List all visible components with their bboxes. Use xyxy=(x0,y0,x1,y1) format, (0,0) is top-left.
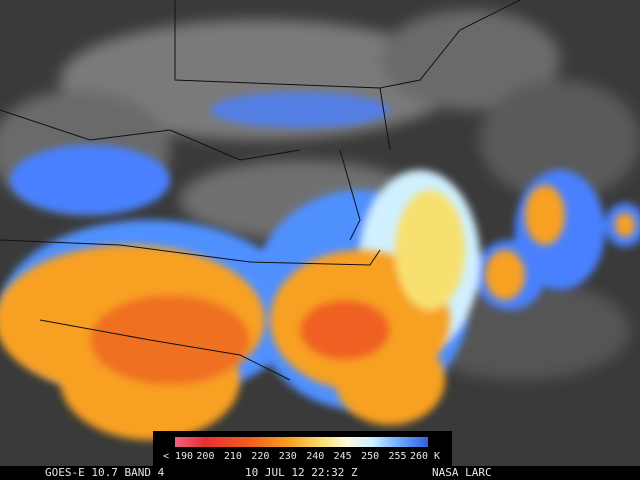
footer-bar xyxy=(0,466,640,480)
colorbar-labels: < 190 200 210 220 230 240 245 250 255 260 K xyxy=(163,451,440,462)
colorbar-label: 200 xyxy=(196,451,214,462)
colorbar-label: 255 xyxy=(389,451,407,462)
satellite-label: GOES-E 10.7 BAND 4 xyxy=(45,466,165,479)
state-borders xyxy=(0,0,521,381)
colorbar-label: 245 xyxy=(334,451,352,462)
colorbar-label: 230 xyxy=(279,451,297,462)
source: NASA LARC xyxy=(432,466,492,479)
colorbar xyxy=(175,437,428,447)
colorbar-label: 220 xyxy=(251,451,269,462)
colorbar-label: 210 xyxy=(224,451,242,462)
timestamp: 10 JUL 12 22:32 Z xyxy=(245,466,358,479)
colorbar-panel xyxy=(153,431,452,466)
colorbar-label: 250 xyxy=(361,451,379,462)
warm-core-clouds xyxy=(0,185,635,440)
colorbar-label: 240 xyxy=(306,451,324,462)
colorbar-label: 260 K xyxy=(410,451,440,462)
colorbar-label: < 190 xyxy=(163,451,193,462)
